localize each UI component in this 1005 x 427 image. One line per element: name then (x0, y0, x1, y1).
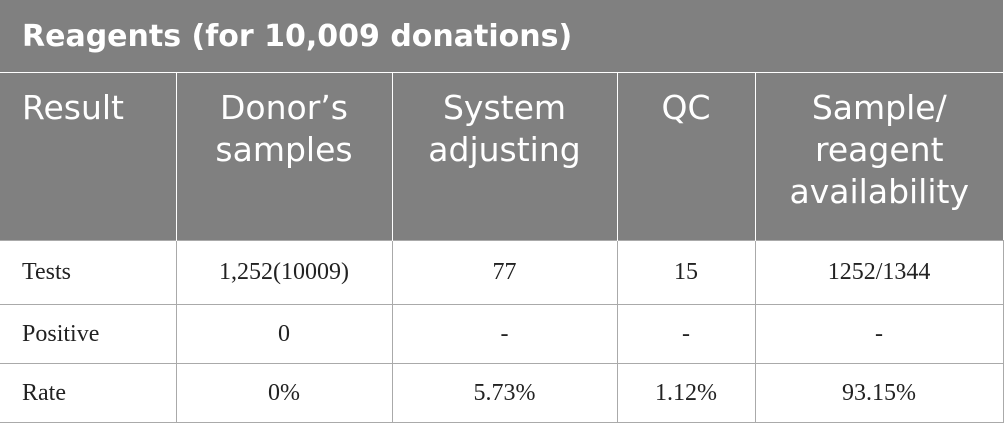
table-cell: 93.15% (754, 363, 1004, 423)
header-cell: Donor’s samples (175, 72, 392, 241)
table-cell: 1,252(10009) (175, 240, 393, 305)
table-cell: 0% (175, 363, 393, 423)
header-cell: Result (0, 72, 176, 241)
table-cell: 1252/1344 (754, 240, 1004, 305)
header-cell: QC (616, 72, 755, 241)
table-row: Tests 1,252(10009) 77 15 1252/1344 (0, 240, 1004, 305)
table-cell: 15 (616, 240, 756, 305)
table-cell: Positive (0, 304, 177, 364)
table-row: Rate 0% 5.73% 1.12% 93.15% (0, 363, 1004, 423)
table-cell: - (616, 304, 756, 364)
table-cell: Rate (0, 363, 177, 423)
table-cell: 1.12% (616, 363, 756, 423)
header-cell: Sample/ reagent availability (754, 72, 1004, 241)
table-cell: 77 (391, 240, 618, 305)
table-title: Reagents (for 10,009 donations) (0, 0, 1004, 73)
header-row: Result Donor’s samples System adjusting QC S… (0, 72, 1004, 241)
table-cell: 5.73% (391, 363, 618, 423)
table-cell: - (391, 304, 618, 364)
header-cell: System adjusting (391, 72, 617, 241)
table-row: Positive 0- - - (0, 304, 1004, 364)
table-cell: - (754, 304, 1004, 364)
table-cell: Tests (0, 240, 177, 305)
table-cell: 0 (175, 304, 393, 364)
